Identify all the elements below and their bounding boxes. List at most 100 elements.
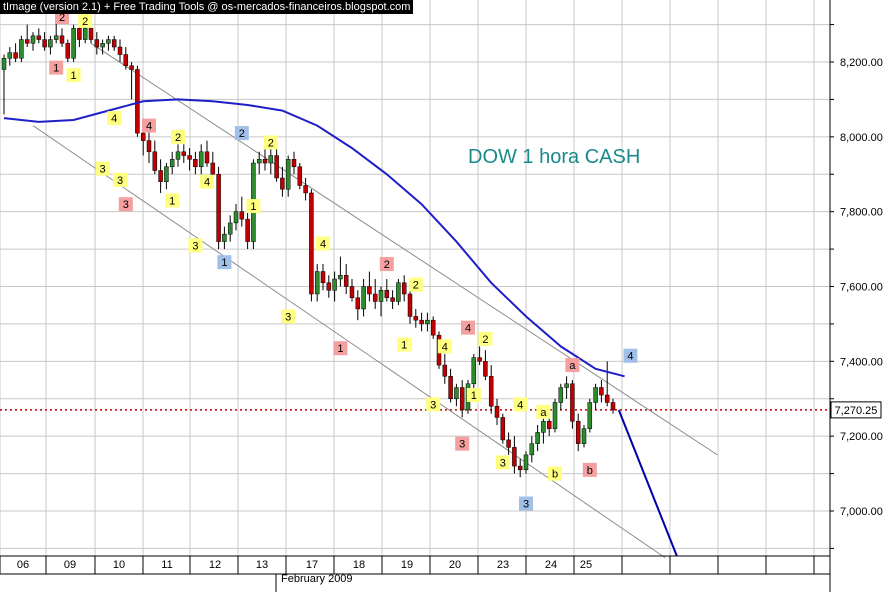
x-tick-label: 19 [401,559,413,571]
wave-label-box [200,174,214,189]
candle-body [256,159,262,164]
candle-body [581,428,587,444]
wave-label-text: 3 [117,175,123,187]
candle-body [303,185,308,194]
candle [59,28,65,48]
candle [30,32,36,51]
candle-body [111,39,117,48]
wave-label: 2 [234,126,249,141]
candle-body [135,69,140,134]
wave-label-text: 1 [71,70,77,82]
candle [291,151,297,175]
wave-label-box [466,388,481,403]
candle-body [355,297,361,310]
wave-label-text: 2 [384,259,390,271]
wave-label-text: 2 [413,280,419,292]
wave-label-text: 1 [401,339,407,351]
wave-label: 4 [316,236,330,251]
wave-label-box [118,197,133,212]
candle-body [88,28,94,40]
wave-label-box [548,466,562,481]
wave-label: 3 [426,397,441,412]
wave-label-text: 4 [442,341,448,353]
candle [123,47,129,70]
candle-body [546,420,552,429]
wave-label-text: 4 [204,177,210,189]
candle-body [500,417,506,441]
wave-label-box [455,436,470,451]
wave-label: 3 [455,436,470,451]
wave-label-box [217,255,232,270]
candle-body [343,275,349,287]
wave-label-text: 4 [517,399,523,411]
wave-label-box [165,193,180,208]
wave-label-text: 2 [268,137,274,149]
candle-body [268,155,274,164]
candle [343,264,349,294]
candle-body [239,211,245,220]
wave-label: 3 [113,172,127,187]
candle-body [164,166,169,182]
wave-label-text: 2 [482,334,488,346]
candle-body [401,282,407,295]
wave-label: 2 [379,257,394,272]
wave-label-box [513,397,528,412]
candle [48,35,53,55]
candle-body [338,275,343,280]
candle [355,290,361,321]
candle [320,264,326,291]
wave-label-text: 4 [465,323,471,335]
wave-label-box [281,309,296,324]
x-tick-label: 12 [209,559,221,571]
candle-body [169,159,175,168]
candle-body [599,387,604,396]
candle-body [459,387,465,411]
candle [222,226,227,250]
candle [314,264,320,302]
wave-label-text: a [540,407,547,419]
candle [488,365,494,414]
x-tick-label: 24 [545,559,557,571]
candle-body [407,293,413,317]
candle [378,286,384,317]
candle-body [193,159,198,168]
candle-body [297,166,303,186]
candle-body [19,39,24,59]
last-price-label: 7,270.25 [835,405,878,417]
wave-label-box [379,257,394,272]
x-tick-label: 25 [580,559,592,571]
candle [570,380,575,429]
wave-label-box [263,135,278,150]
wave-label-box [66,68,81,83]
wave-label: 4 [107,111,122,126]
candle-body [48,39,53,48]
candle [506,432,511,455]
candle-body [227,222,233,235]
projection-line [617,409,678,557]
candle-body [233,211,239,224]
wave-label-box [397,337,412,352]
wave-label-box [49,60,64,75]
candle [303,177,308,201]
y-tick-label: 7,800.00 [840,207,883,219]
candle-body [512,447,517,467]
candle [413,308,419,328]
candle [71,24,76,62]
wave-label-text: 4 [320,238,326,250]
candle [106,35,111,51]
wave-label-box [78,13,93,28]
wave-label-box [107,111,122,126]
candle-body [326,282,332,291]
wave-label-box [437,339,452,354]
wave-label: b [548,466,562,481]
candle-body [506,439,511,448]
wave-label: 3 [118,197,133,212]
candle-body [575,420,581,444]
wave-label-text: 1 [221,257,227,269]
candle [593,383,598,410]
candle [152,140,158,175]
